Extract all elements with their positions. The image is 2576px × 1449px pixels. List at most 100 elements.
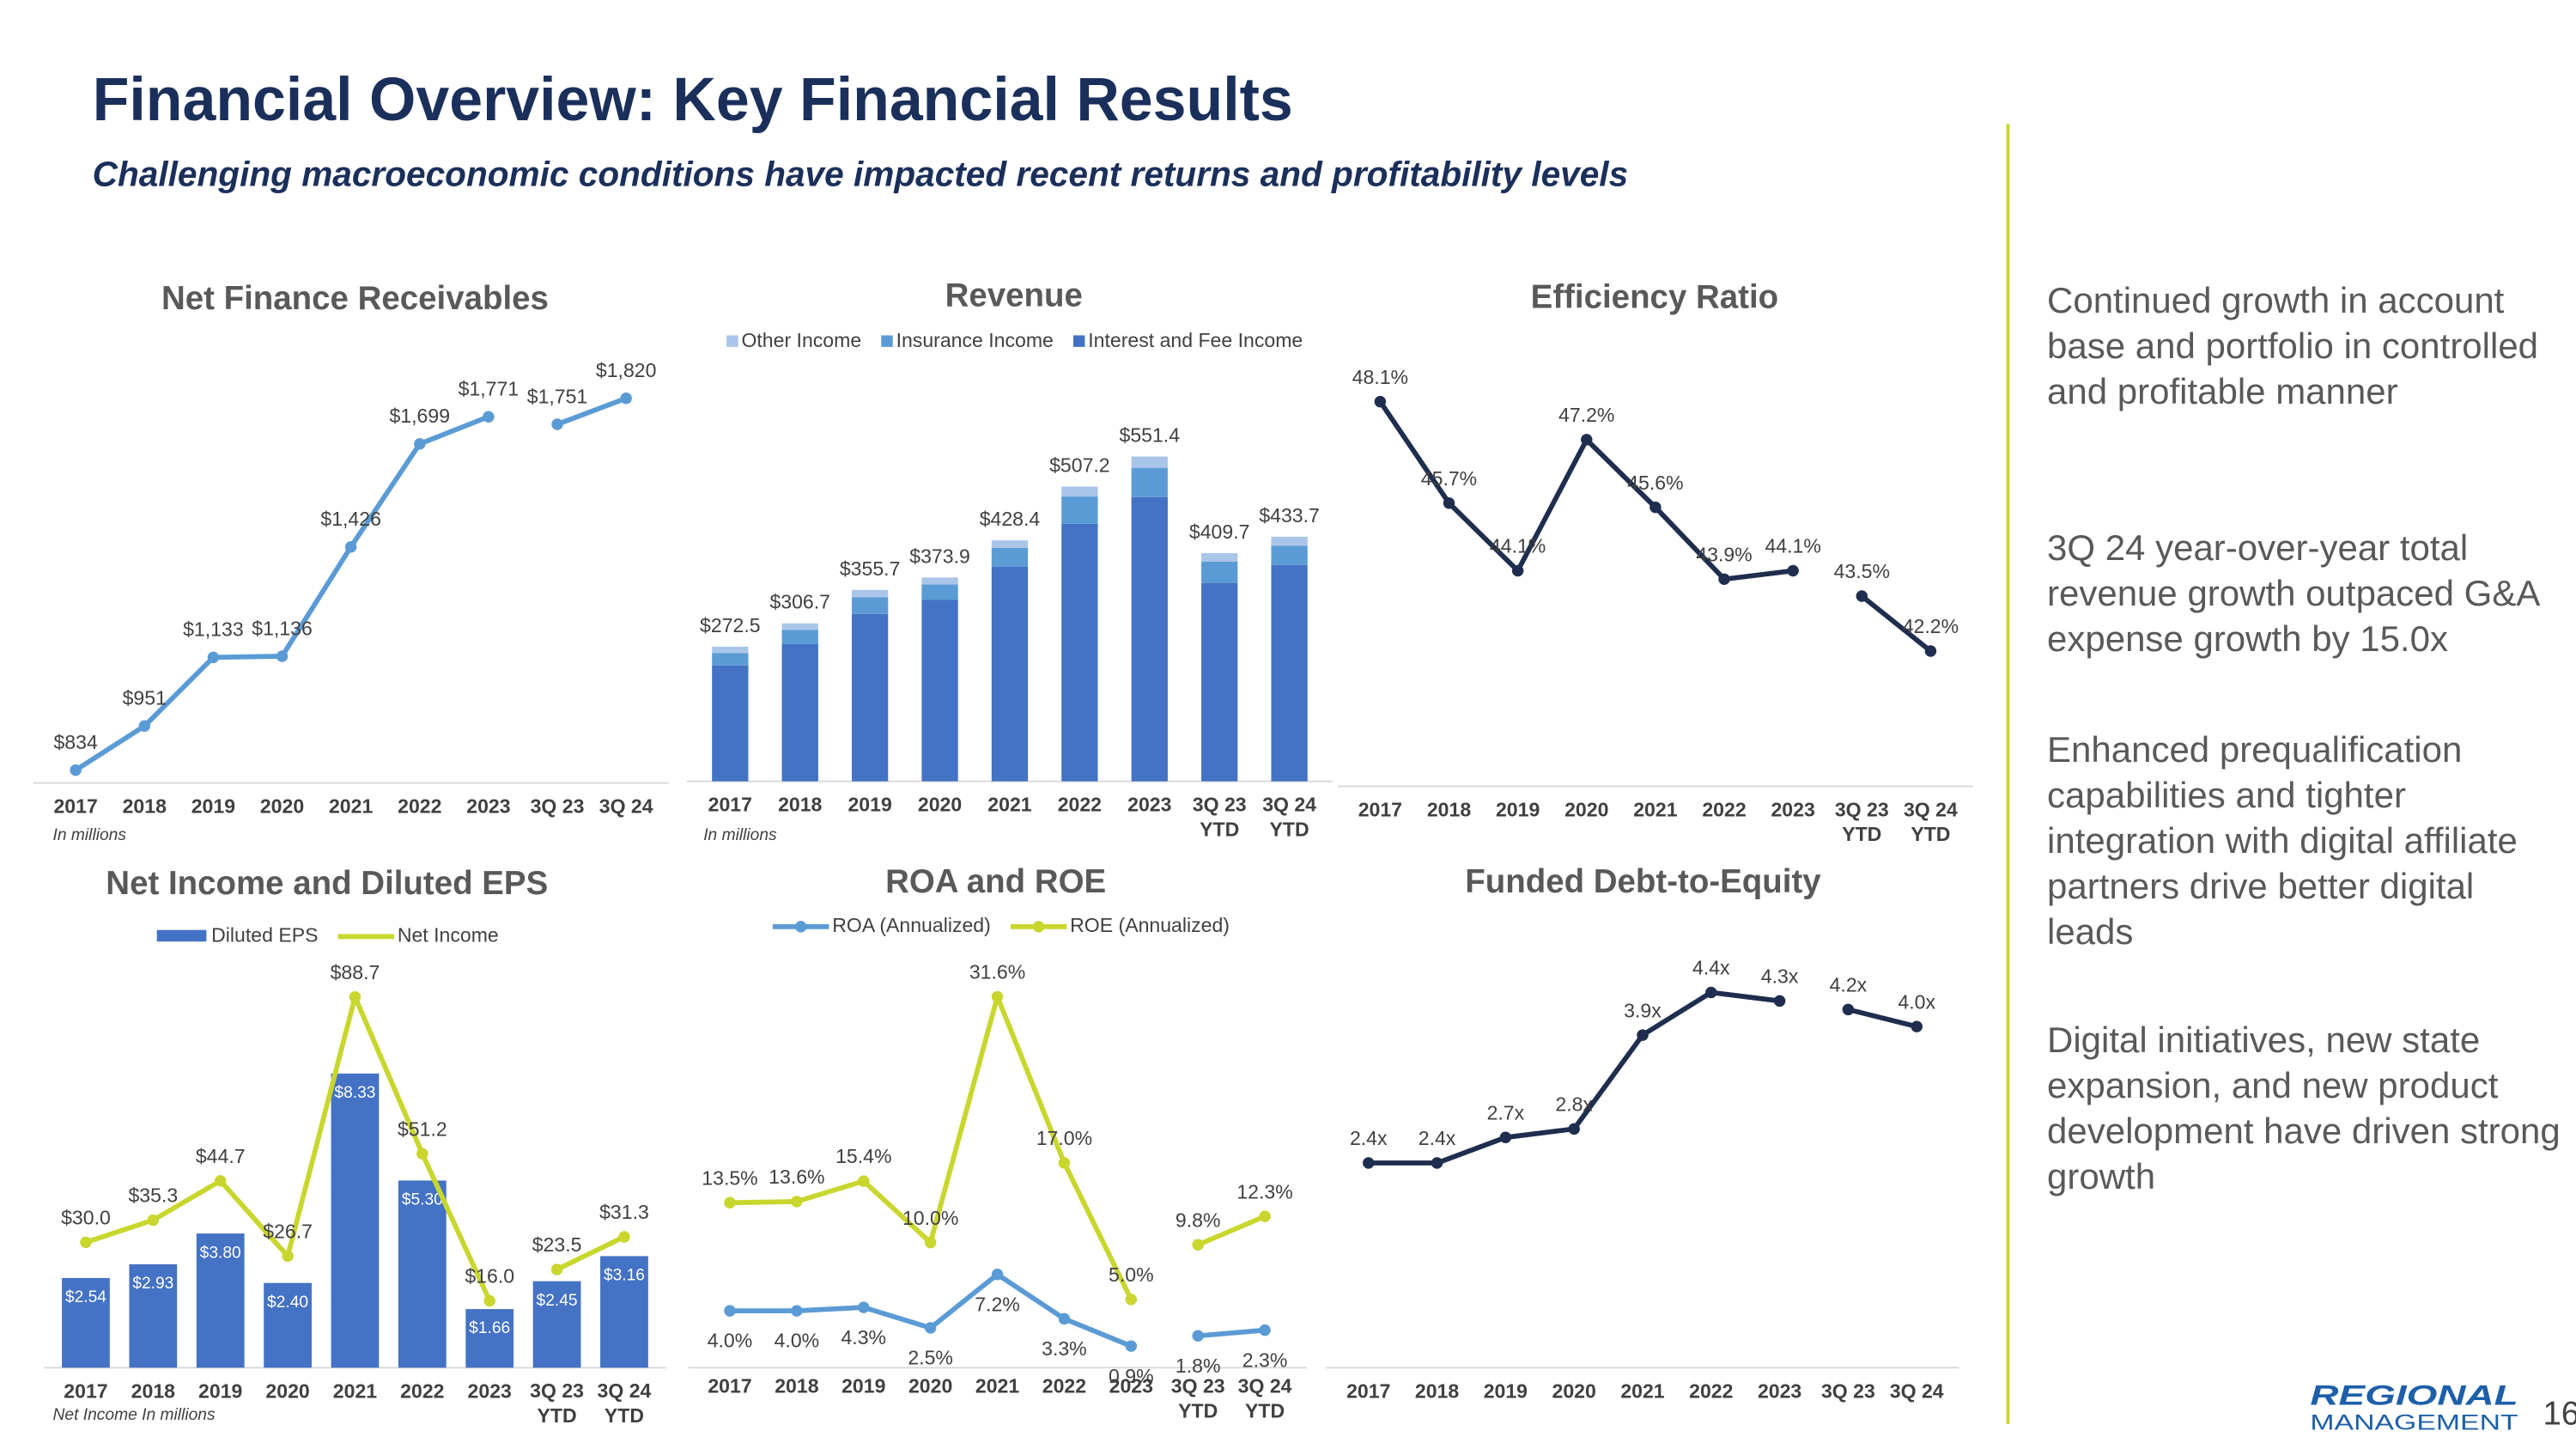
point <box>1773 995 1786 1008</box>
bar <box>1061 496 1098 524</box>
data-label: $88.7 <box>331 961 380 983</box>
point <box>791 1305 803 1317</box>
point <box>858 1175 870 1187</box>
line <box>556 1234 626 1272</box>
data-label: $1,426 <box>320 508 381 530</box>
x-tick-label: 2019 <box>841 1375 885 1397</box>
point <box>349 990 361 1003</box>
x-tick-label: 2020 <box>260 795 304 818</box>
bar <box>991 540 1029 548</box>
total-label: $272.5 <box>700 614 761 636</box>
total-label: $507.2 <box>1049 454 1110 477</box>
point <box>1192 1330 1204 1342</box>
data-label: $1.66 <box>469 1319 510 1337</box>
data-label: $51.2 <box>398 1117 447 1140</box>
data-label: 4.2x <box>1830 973 1868 995</box>
x-tick-label: 2019 <box>1496 798 1540 820</box>
point <box>1374 395 1387 408</box>
x-tick-label: 3Q 23 <box>1821 1379 1875 1402</box>
point <box>1842 1003 1855 1016</box>
data-label: 43.9% <box>1696 543 1752 565</box>
legend-label: Interest and Fee Income <box>1088 329 1303 351</box>
point <box>1718 573 1730 586</box>
x-tick-label: 2022 <box>1702 798 1746 820</box>
line <box>1860 594 1933 654</box>
data-label: 31.6% <box>969 961 1025 983</box>
bar <box>1201 552 1238 562</box>
total-label: $551.4 <box>1120 423 1181 446</box>
x-tick-label: 2023 <box>468 1379 512 1402</box>
point <box>724 1196 736 1209</box>
axis-note: In millions <box>703 826 777 844</box>
x-tick-label: 2019 <box>848 794 891 816</box>
x-tick-label: 3Q 24 YTD <box>1238 1375 1292 1422</box>
data-label: 3.3% <box>1042 1337 1087 1360</box>
x-tick-label: 3Q 23 <box>531 795 585 818</box>
bar <box>712 646 749 654</box>
x-tick-label: 2017 <box>1358 798 1402 820</box>
data-label: 4.0x <box>1898 990 1935 1013</box>
data-label: 13.5% <box>702 1166 757 1189</box>
point <box>416 1148 428 1160</box>
data-label: 3.9x <box>1624 999 1662 1021</box>
data-label: 7.2% <box>975 1293 1020 1315</box>
bar <box>196 1233 245 1368</box>
bar <box>532 1281 581 1368</box>
data-label: 17.0% <box>1036 1127 1092 1149</box>
point <box>1192 1239 1204 1251</box>
x-tick-label: 2022 <box>398 795 441 818</box>
total-label: $409.7 <box>1189 521 1250 543</box>
bar <box>851 597 889 614</box>
bar <box>991 547 1029 567</box>
x-tick-label: 2020 <box>908 1375 952 1397</box>
point <box>1856 590 1868 602</box>
line <box>1197 1214 1267 1247</box>
x-tick-label: 2019 <box>191 795 235 818</box>
legend-label: Net Income <box>398 924 499 947</box>
bar <box>129 1263 178 1368</box>
x-tick-label: 2022 <box>1058 794 1102 816</box>
logo-line: REGIONAL <box>2310 1379 2518 1411</box>
x-tick-label: 2018 <box>775 1375 818 1397</box>
data-label: 47.2% <box>1558 404 1614 426</box>
bar <box>921 577 958 585</box>
x-tick-label: 2021 <box>1633 798 1677 820</box>
data-label: $2.93 <box>132 1275 173 1293</box>
axis-note: In millions <box>53 826 127 844</box>
data-label: $23.5 <box>532 1233 582 1256</box>
data-label: 4.3% <box>841 1326 886 1349</box>
bar <box>712 653 749 666</box>
data-label: 15.4% <box>835 1145 891 1167</box>
data-label: 45.6% <box>1627 472 1683 494</box>
bar <box>1271 564 1308 782</box>
point <box>80 1236 92 1249</box>
x-tick-label: 2017 <box>53 795 97 818</box>
legend-swatch <box>881 335 893 347</box>
data-label: 44.1% <box>1490 535 1546 557</box>
x-tick-label: 2023 <box>466 795 510 818</box>
point <box>1568 1123 1580 1135</box>
point <box>1125 1294 1138 1306</box>
data-label: 4.0% <box>708 1330 753 1352</box>
bar <box>781 623 818 630</box>
legend-swatch <box>726 335 738 347</box>
bar <box>991 566 1029 782</box>
x-tick-label: 2021 <box>987 794 1031 816</box>
line <box>1197 1327 1266 1339</box>
x-tick-label: 3Q 24 <box>1890 1379 1944 1402</box>
point <box>991 990 1004 1003</box>
x-tick-label: 2018 <box>1415 1379 1459 1402</box>
data-label: 2.7x <box>1487 1101 1525 1123</box>
x-tick-label: 3Q 23 YTD <box>1835 798 1889 845</box>
x-tick-label: 2020 <box>918 794 962 816</box>
point <box>550 1263 563 1275</box>
x-tick-label: 2022 <box>400 1379 444 1402</box>
x-tick-label: 2022 <box>1689 1379 1733 1402</box>
data-label: $951 <box>123 687 167 709</box>
point <box>1787 564 1799 577</box>
x-tick-label: 2023 <box>1758 1379 1801 1402</box>
point <box>551 418 563 430</box>
logo-line: MANAGEMENT <box>2310 1410 2518 1434</box>
point <box>991 1268 1004 1281</box>
line <box>556 395 628 427</box>
